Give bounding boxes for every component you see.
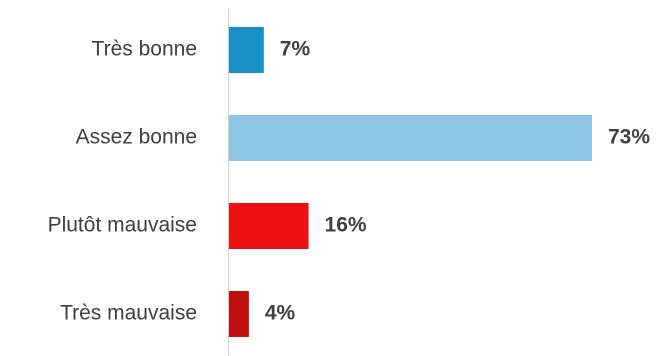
bar-1 [229,27,264,73]
bars-group [229,27,592,337]
value-label-4: 4% [265,302,296,325]
value-label-2: 73% [608,126,650,149]
bar-3 [229,203,309,249]
value-label-3: 16% [325,214,367,237]
category-label-3: Plutôt mauvaise [48,214,197,237]
category-label-4: Très mauvaise [60,302,197,325]
bar-4 [229,291,249,337]
category-label-2: Assez bonne [76,126,197,149]
bar-2 [229,115,592,161]
category-labels-group: Très bonne Assez bonne Plutôt mauvaise Très… [48,38,197,325]
value-label-1: 7% [280,38,311,61]
category-label-1: Très bonne [92,38,197,61]
value-labels-group: 7% 73% 16% 4% [265,38,650,325]
